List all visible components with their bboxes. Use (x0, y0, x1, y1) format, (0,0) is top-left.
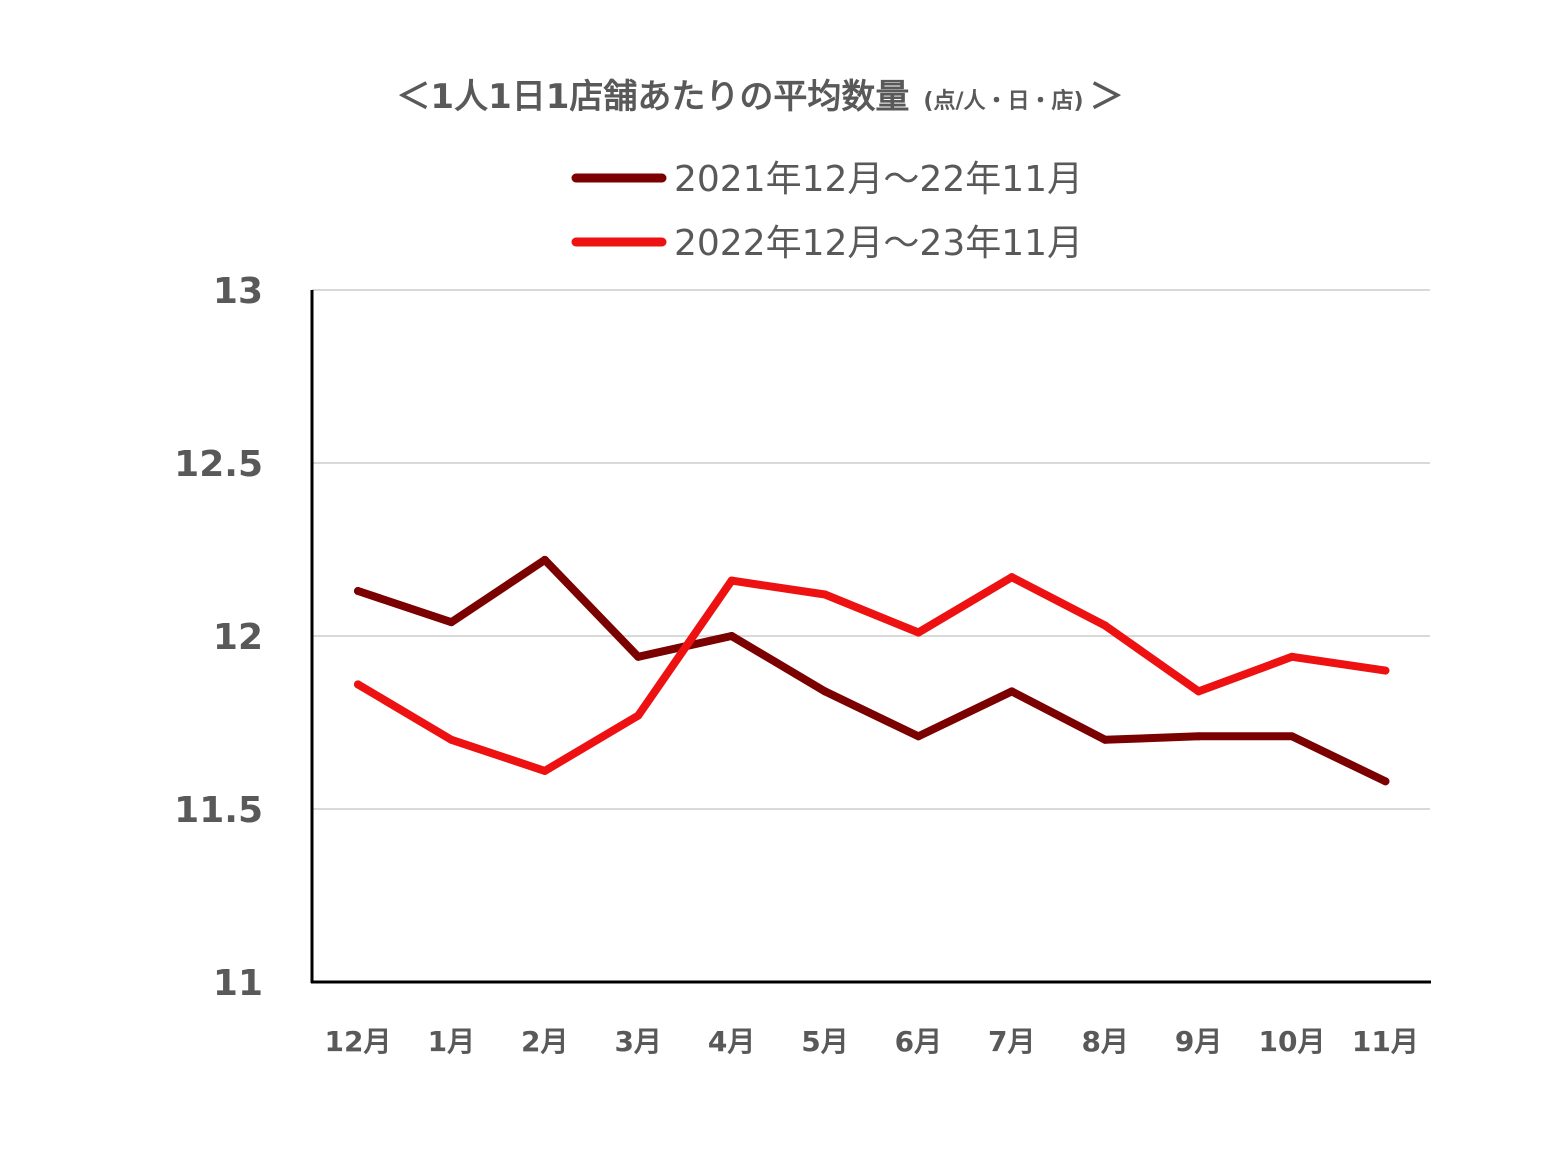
series-2-point (914, 628, 923, 637)
y-tick-label: 12 (213, 617, 263, 658)
gridlines (312, 289, 1430, 810)
x-tick-label: 11月 (1352, 1025, 1419, 1058)
series-1-point (540, 555, 549, 564)
x-tick-label: 6月 (895, 1025, 942, 1058)
x-tick-label: 3月 (614, 1025, 661, 1058)
series-1-point (354, 587, 362, 596)
series-2-point (540, 766, 549, 775)
series-1-point (1194, 732, 1203, 741)
series-2-point (354, 680, 362, 689)
series-1-point (727, 632, 736, 640)
chart-title-close: ＞ (1090, 77, 1124, 117)
series-1-point (1288, 732, 1296, 741)
series-1-point (821, 687, 829, 696)
series-2-point (727, 576, 736, 585)
chart-title: ＜1人1日1店舗あたりの平均数量 (点/人・日・店) ＞ (396, 77, 1123, 117)
y-tick-label: 11.5 (174, 790, 263, 831)
series-line-2 (354, 573, 1390, 775)
series-line-1 (354, 555, 1390, 786)
x-tick-label: 10月 (1259, 1025, 1326, 1058)
legend: 2021年12月～22年11月 2022年12月～23年11月 (571, 159, 1083, 264)
series-1-point (634, 652, 643, 661)
series-2-point (1101, 621, 1110, 630)
series-1-point (1007, 687, 1016, 696)
legend-label-series-1: 2021年12月～22年11月 (674, 159, 1083, 200)
series-2-point (1381, 666, 1390, 675)
series-2-point (447, 735, 456, 744)
x-tick-label: 5月 (801, 1025, 848, 1058)
series-2-point (1194, 687, 1203, 696)
y-axis-ticks: 11 11.5 12 12.5 13 (174, 271, 263, 1004)
x-tick-label: 2月 (521, 1025, 568, 1058)
series-1-point (914, 732, 923, 741)
x-tick-label: 8月 (1081, 1025, 1128, 1058)
x-axis-ticks: 12月 1月 2月 3月 4月 5月 6月 7月 8月 9月 10月 11月 (325, 1025, 1419, 1058)
legend-label-series-2: 2022年12月～23年11月 (674, 223, 1083, 264)
y-tick-label: 12.5 (174, 444, 263, 485)
series-1-point (1101, 735, 1110, 744)
x-tick-label: 4月 (708, 1025, 755, 1058)
series-2-point (1007, 573, 1016, 582)
series-2-point (634, 711, 643, 720)
series-2-point (821, 590, 829, 599)
x-tick-label: 9月 (1175, 1025, 1222, 1058)
x-tick-label: 12月 (325, 1025, 392, 1058)
series-1-point (447, 618, 456, 627)
x-tick-label: 1月 (428, 1025, 475, 1058)
series-2-point (1288, 652, 1296, 661)
series-lines (354, 555, 1390, 786)
chart-title-unit: (点/人・日・店) (923, 88, 1083, 114)
series-1-point (1381, 777, 1390, 786)
y-tick-label: 11 (213, 963, 263, 1004)
y-tick-label: 13 (213, 271, 263, 312)
x-tick-label: 7月 (988, 1025, 1035, 1058)
chart-title-main: ＜1人1日1店舗あたりの平均数量 (396, 77, 909, 117)
